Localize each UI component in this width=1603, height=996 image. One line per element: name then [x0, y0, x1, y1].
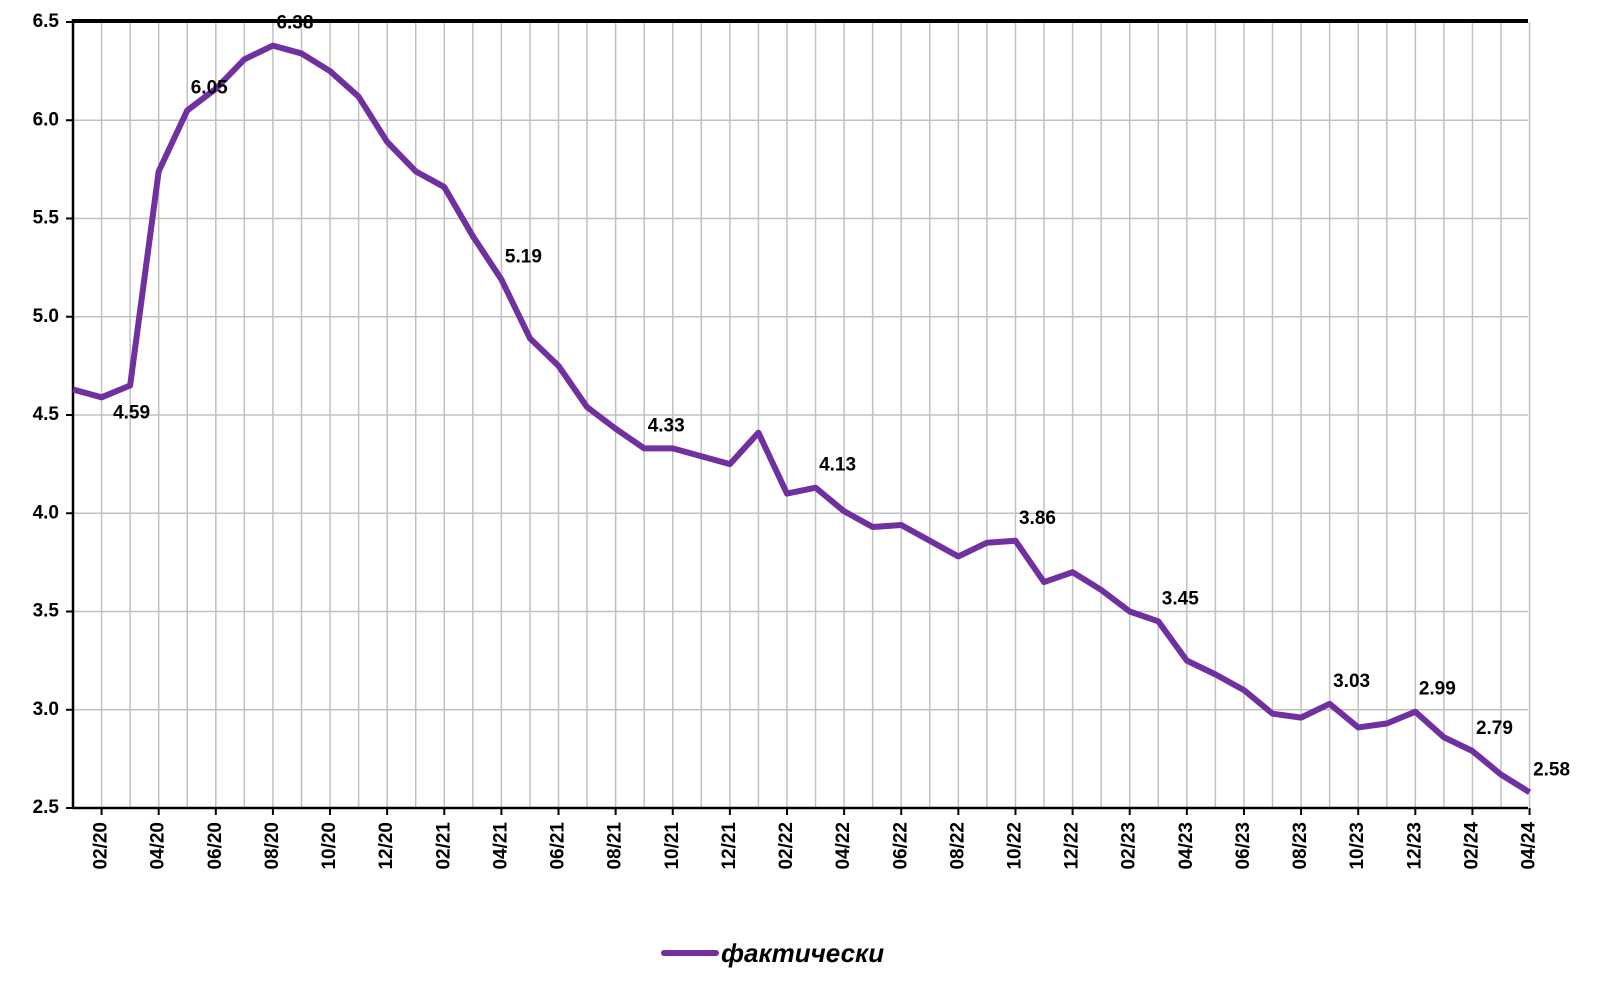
x-tick-label: 08/22	[947, 822, 968, 870]
data-label: 6.05	[191, 77, 228, 98]
x-tick-label: 08/23	[1290, 822, 1311, 870]
x-tick-label: 06/23	[1233, 822, 1254, 870]
x-tick-label: 06/22	[890, 822, 911, 870]
data-label: 4.13	[819, 455, 856, 476]
y-tick-label: 2.5	[33, 797, 60, 818]
data-label: 5.19	[505, 246, 542, 267]
y-tick-label: 6.5	[33, 11, 60, 32]
data-label: 2.99	[1419, 679, 1456, 700]
x-tick-label: 04/24	[1519, 822, 1540, 870]
x-tick-label: 10/21	[662, 822, 683, 870]
y-tick-label: 6.0	[33, 109, 59, 130]
y-tick-label: 3.5	[33, 601, 60, 622]
data-label: 2.58	[1533, 759, 1570, 780]
x-tick-label: 02/20	[91, 822, 112, 870]
x-tick-label: 04/20	[148, 822, 169, 870]
x-tick-label: 12/23	[1404, 822, 1425, 870]
data-label: 2.79	[1476, 718, 1513, 739]
x-tick-label: 10/20	[319, 822, 340, 870]
data-label: 3.86	[1019, 508, 1056, 529]
data-label: 3.45	[1162, 588, 1199, 609]
x-tick-label: 06/20	[205, 822, 226, 870]
x-tick-label: 10/22	[1004, 822, 1025, 870]
data-line	[72, 42, 1532, 795]
y-tick-label: 3.0	[33, 699, 59, 720]
x-tick-label: 02/23	[1119, 822, 1140, 870]
data-label: 6.38	[276, 13, 313, 34]
x-tick-label: 08/20	[262, 822, 283, 870]
x-tick-label: 04/21	[490, 822, 511, 870]
x-tick-label: 12/21	[719, 822, 740, 870]
y-tick-label: 4.5	[33, 404, 60, 425]
x-tick-label: 02/22	[776, 822, 797, 870]
data-label: 4.59	[113, 402, 150, 423]
x-tick-label: 12/22	[1062, 822, 1083, 870]
x-tick-label: 02/24	[1461, 822, 1482, 870]
x-tick-label: 02/21	[433, 822, 454, 870]
data-label: 3.03	[1333, 671, 1370, 692]
y-tick-label: 5.0	[33, 306, 59, 327]
x-tick-label: 06/21	[548, 822, 569, 870]
x-tick-label: 10/23	[1347, 822, 1368, 870]
x-tick-label: 04/23	[1176, 822, 1197, 870]
y-tick-label: 5.5	[33, 208, 60, 229]
y-tick-label: 4.0	[33, 502, 59, 523]
x-tick-label: 04/22	[833, 822, 854, 870]
legend-label: фактически	[721, 938, 884, 968]
data-label: 4.33	[648, 415, 685, 436]
x-tick-label: 08/21	[605, 822, 626, 870]
x-tick-label: 12/20	[376, 822, 397, 870]
